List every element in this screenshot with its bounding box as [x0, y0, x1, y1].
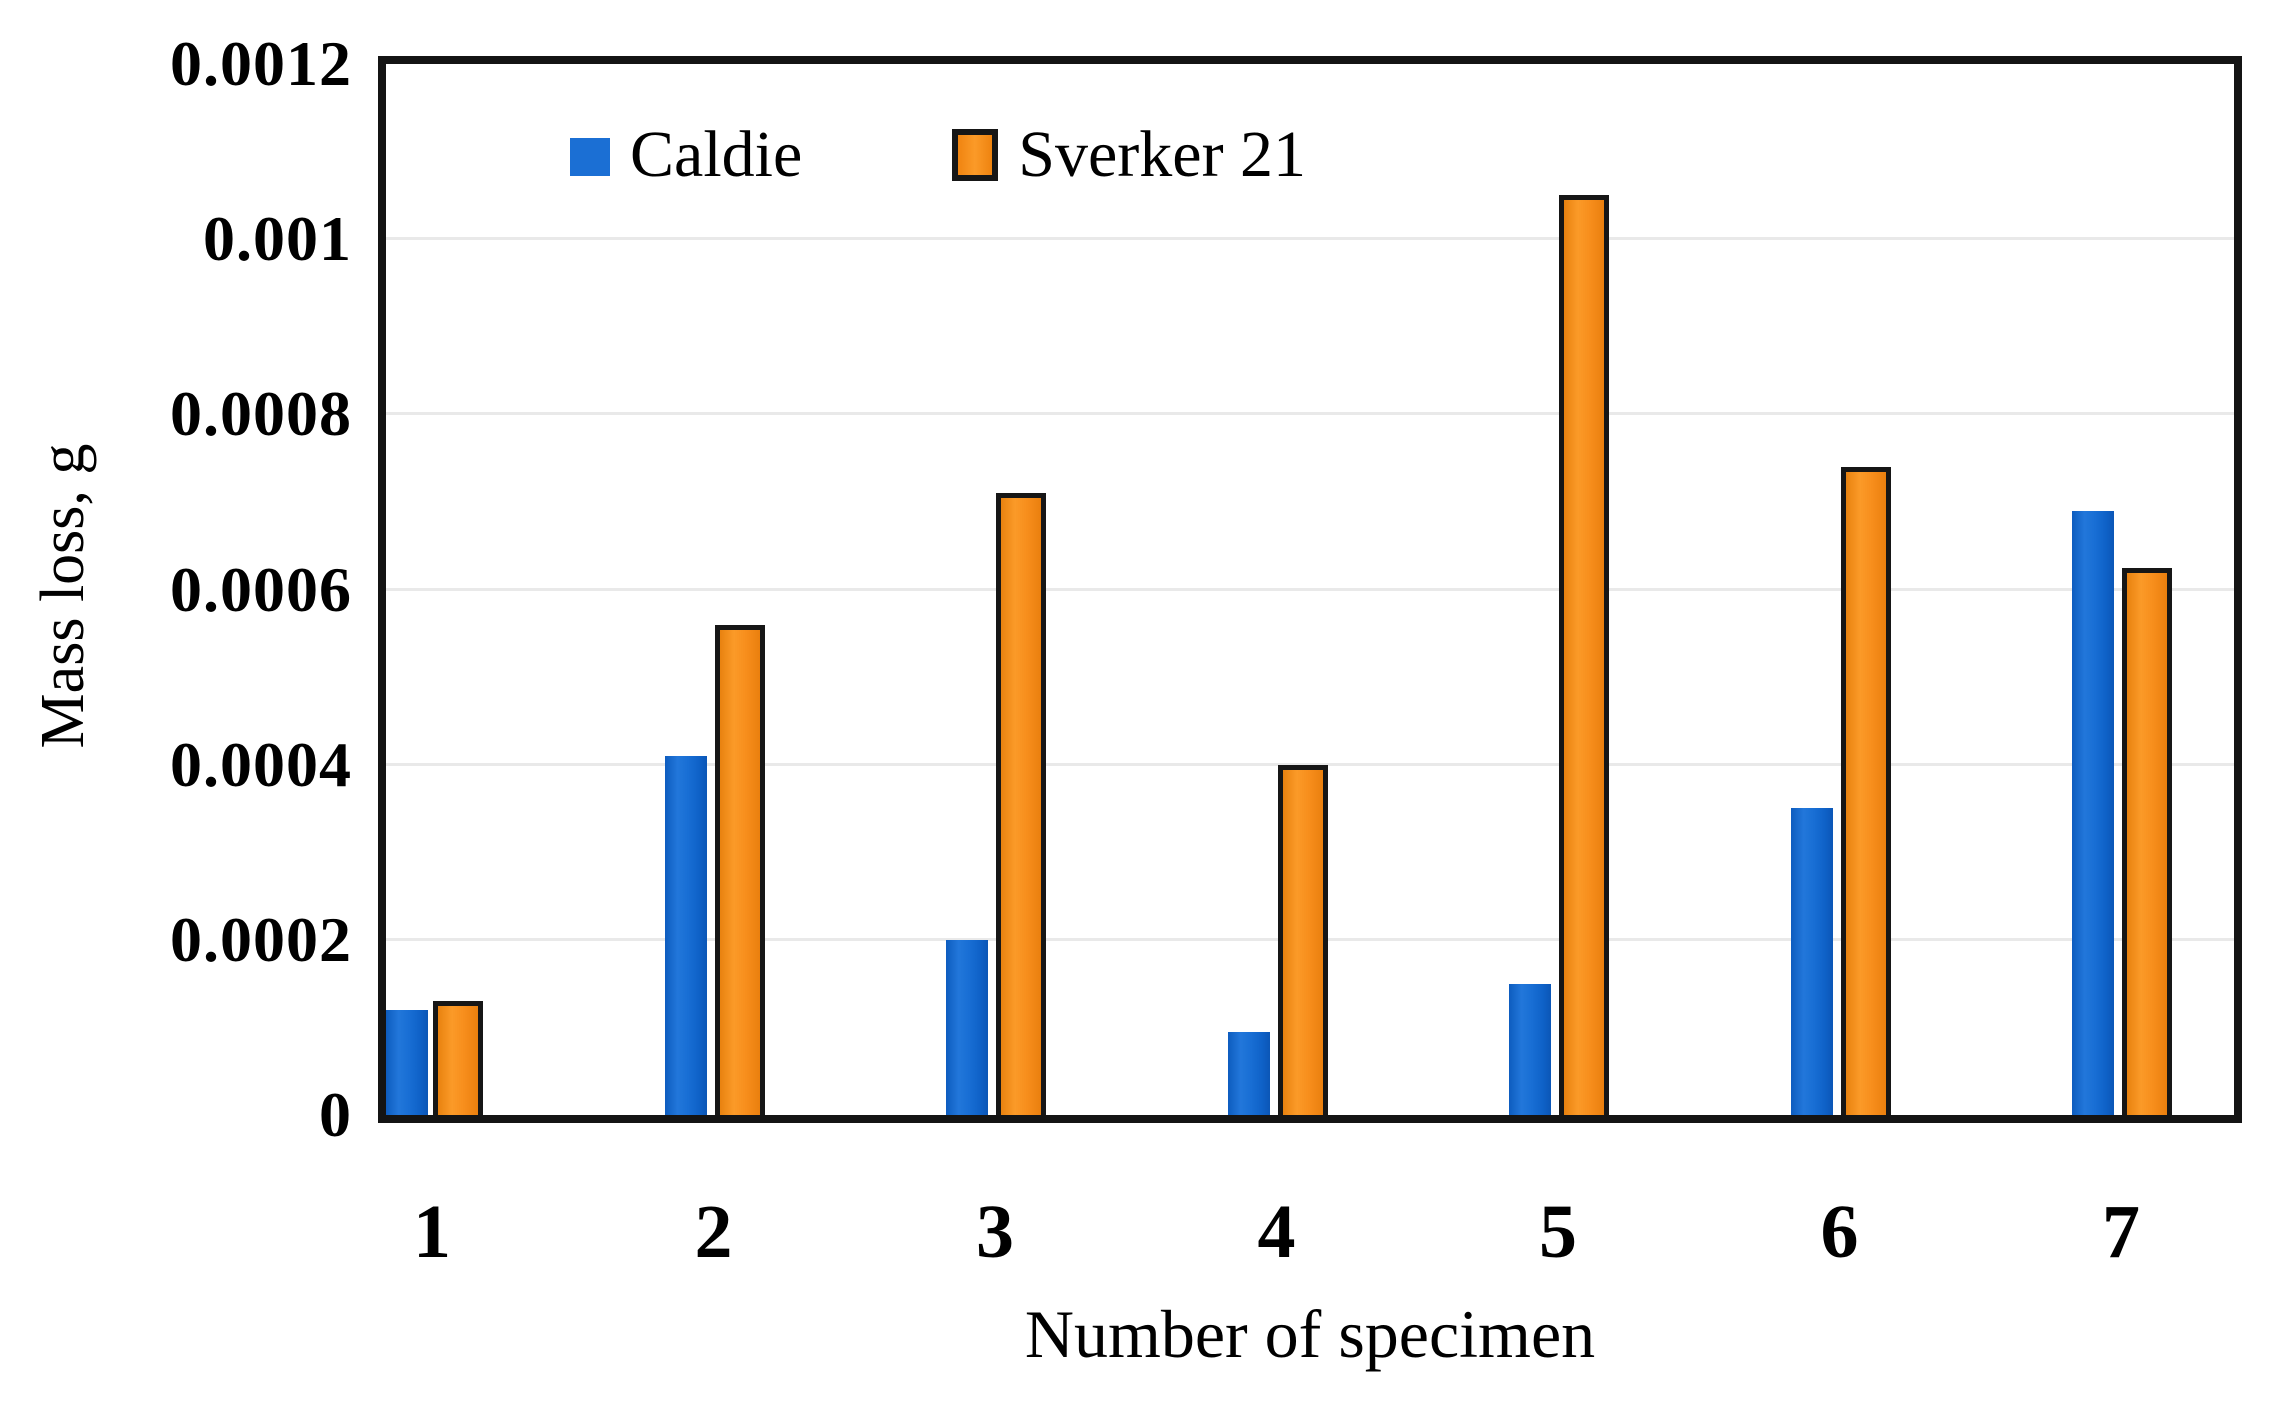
x-tick-label-4: 4 [1257, 1190, 1296, 1274]
legend: Caldie Sverker 21 [570, 122, 1306, 188]
caldie-swatch-icon [570, 138, 610, 176]
legend-label-sverker: Sverker 21 [1018, 118, 1307, 191]
y-tick-label: 0.0012 [170, 28, 352, 99]
bar-sverker-1 [433, 1001, 483, 1115]
bar-caldie-1 [386, 1010, 428, 1115]
x-tick-label-7: 7 [2102, 1190, 2140, 1274]
y-tick-label: 0.0004 [170, 728, 352, 800]
x-tick-label-2: 2 [694, 1190, 733, 1274]
bar-sverker-4 [1277, 765, 1328, 1115]
plot-area [378, 56, 2242, 1123]
x-tick-label-6: 6 [1820, 1190, 1859, 1274]
bar-caldie-4 [1227, 1032, 1270, 1115]
bar-sverker-7 [2122, 568, 2172, 1115]
x-tick-label-3: 3 [976, 1190, 1014, 1274]
bar-caldie-6 [1790, 808, 1833, 1115]
x-tick-label-1: 1 [413, 1190, 451, 1274]
x-axis-title: Number of specimen [1024, 1296, 1596, 1372]
bar-caldie-5 [1509, 984, 1551, 1115]
gridline-0.0008 [386, 412, 2234, 416]
y-tick-label: 0 [319, 1079, 352, 1150]
gridline-0.0006 [386, 587, 2234, 591]
legend-label-caldie: Caldie [630, 118, 803, 191]
gridline-0.001 [386, 237, 2234, 241]
y-tick-label: 0.0002 [170, 903, 352, 975]
y-tick-label: 0.0006 [170, 553, 352, 625]
x-tick-label-5: 5 [1539, 1190, 1577, 1274]
legend-item-sverker: Sverker 21 [952, 122, 1306, 188]
bar-sverker-3 [996, 493, 1046, 1115]
bar-sverker-2 [714, 625, 765, 1115]
gridline-0.0004 [386, 762, 2234, 766]
bar-caldie-7 [2072, 511, 2114, 1115]
bar-sverker-5 [1559, 195, 1609, 1115]
y-tick-label: 0.0008 [170, 378, 352, 450]
bar-sverker-6 [1840, 467, 1891, 1115]
bar-caldie-3 [946, 940, 988, 1115]
sverker-swatch-icon [952, 129, 999, 181]
legend-item-caldie: Caldie [570, 122, 802, 188]
bar-caldie-2 [664, 756, 707, 1115]
y-tick-label: 0.001 [203, 203, 352, 275]
